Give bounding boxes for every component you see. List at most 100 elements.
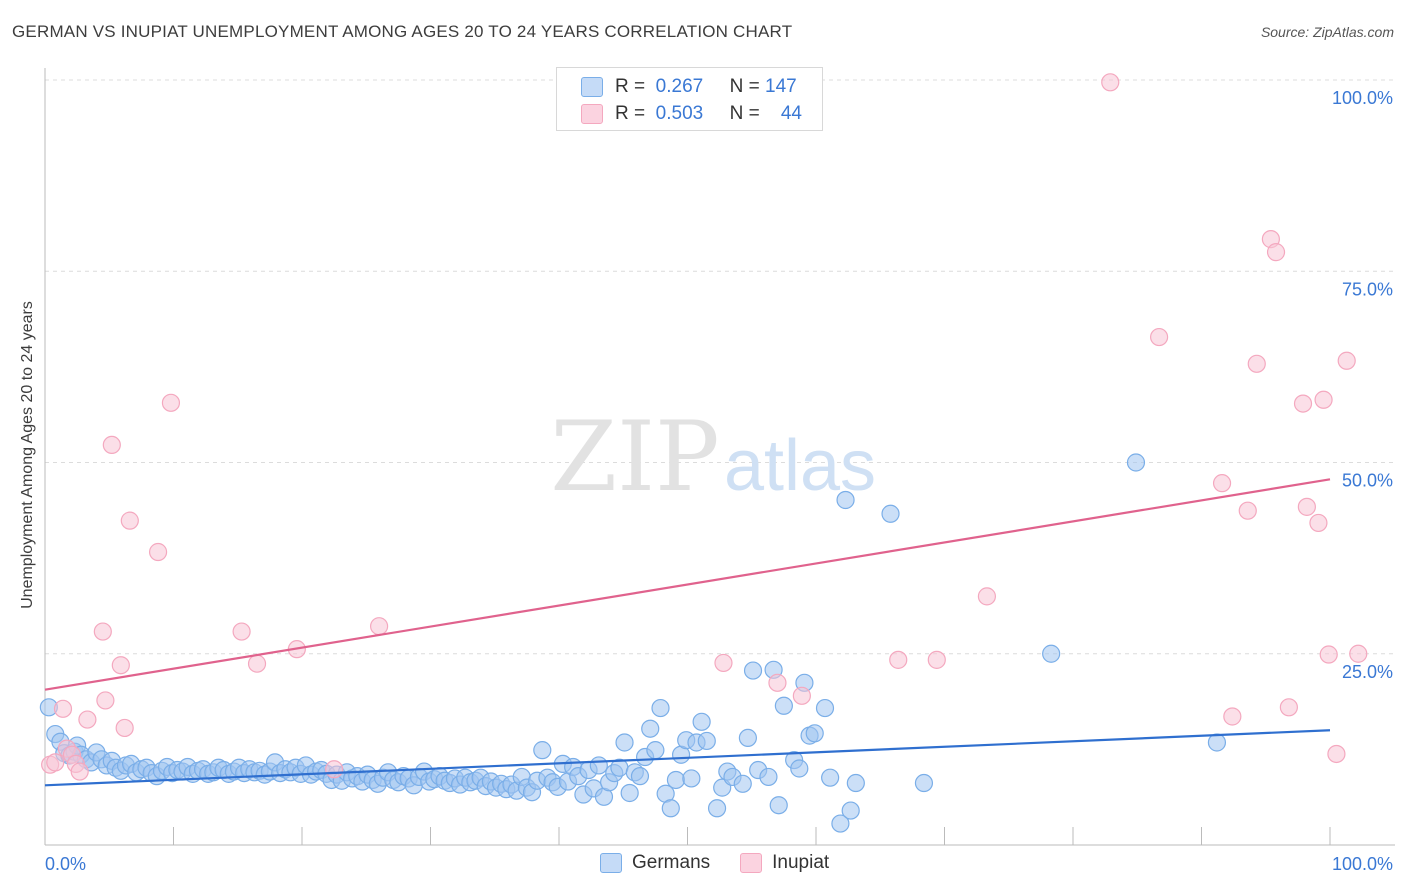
n-label: N = <box>729 103 760 124</box>
legend-row-inupiat: R = 0.503 N = 44 <box>581 103 802 125</box>
inupiat-point <box>53 699 73 718</box>
germans-point <box>774 696 793 715</box>
germans-trend-line <box>44 729 1331 787</box>
germans-point <box>630 767 650 786</box>
germans-point <box>646 741 665 760</box>
inupiat-point <box>1149 327 1169 347</box>
axes <box>44 68 1395 846</box>
legend-item-germans[interactable]: Germans <box>600 852 710 874</box>
inupiat-point <box>927 650 946 669</box>
trend-lines <box>44 478 1331 787</box>
inupiat-point <box>232 622 251 641</box>
germans-point <box>1207 733 1227 752</box>
germans-point <box>615 733 634 752</box>
y-tick-label: 25.0% <box>1342 662 1393 682</box>
tick-labels: 25.0% 50.0% 75.0% 100.0% 0.0% 100.0% <box>45 88 1393 874</box>
x-tick-label: 100.0% <box>1332 854 1393 874</box>
inupiat-point <box>148 542 168 562</box>
y-tick-label: 50.0% <box>1342 471 1393 491</box>
germans-point <box>651 698 670 718</box>
legend-label-germans: Germans <box>632 852 711 873</box>
inupiat-point <box>247 654 267 673</box>
germans-point <box>1126 453 1146 472</box>
y-tick-label: 100.0% <box>1332 88 1393 108</box>
inupiat-point <box>96 691 115 710</box>
inupiat-point <box>78 710 97 729</box>
germans-point <box>733 774 752 793</box>
germans-point <box>836 490 855 510</box>
inupiat-point <box>161 393 181 412</box>
inupiat-point <box>1266 243 1286 262</box>
inupiat-point <box>1309 513 1328 533</box>
germans-swatch <box>600 853 622 873</box>
germans-point <box>881 504 900 523</box>
n-value: 44 <box>780 103 802 124</box>
inupiat-point <box>1293 394 1313 413</box>
germans-point <box>759 767 778 787</box>
inupiat-point <box>977 587 997 606</box>
legend-item-inupiat[interactable]: Inupiat <box>740 852 829 874</box>
germans-point <box>620 783 639 803</box>
germans-point <box>692 712 711 731</box>
inupiat-point <box>115 718 134 738</box>
germans-points <box>39 453 1227 833</box>
inupiat-point <box>792 686 811 705</box>
germans-point <box>805 724 824 743</box>
inupiat-point <box>93 622 112 641</box>
germans-point <box>589 756 608 775</box>
germans-swatch <box>581 77 603 97</box>
y-tick-label: 75.0% <box>1342 279 1393 299</box>
inupiat-point <box>1223 707 1242 726</box>
inupiat-point <box>46 753 65 772</box>
germans-point <box>914 773 934 793</box>
inupiat-point <box>120 511 139 530</box>
germans-point <box>738 728 757 748</box>
grid-lines <box>45 79 1395 655</box>
series-legend: Germans Inupiat <box>600 852 859 874</box>
inupiat-point <box>1349 644 1368 663</box>
inupiat-point <box>1101 73 1120 92</box>
legend-row-germans: R = 0.267 N = 147 <box>581 76 797 98</box>
watermark-zip: ZIP <box>550 401 719 513</box>
germans-point <box>707 799 727 818</box>
inupiat-point <box>325 760 344 779</box>
germans-point <box>831 814 850 833</box>
inupiat-point <box>1337 351 1356 370</box>
r-value: 0.267 <box>655 76 704 97</box>
inupiat-point <box>70 762 89 781</box>
inupiat-point <box>1297 497 1316 516</box>
inupiat-point <box>714 653 733 673</box>
germans-point <box>846 773 865 793</box>
inupiat-swatch <box>581 104 603 124</box>
germans-point <box>815 698 835 718</box>
inupiat-point <box>1238 501 1257 520</box>
legend-label-inupiat: Inupiat <box>772 852 830 873</box>
inupiat-point <box>1279 698 1298 717</box>
germans-point <box>641 719 660 738</box>
watermark: ZIP atlas <box>550 401 876 513</box>
r-value: 0.503 <box>655 103 704 124</box>
inupiat-point <box>1319 645 1338 664</box>
inupiat-point <box>889 650 908 669</box>
source-label: Source: ZipAtlas.com <box>1260 24 1394 40</box>
germans-point <box>1042 644 1061 663</box>
inupiat-point <box>102 435 121 455</box>
inupiat-point <box>111 656 130 675</box>
germans-point <box>841 801 860 820</box>
germans-point <box>790 759 809 778</box>
germans-point <box>743 661 763 680</box>
inupiat-point <box>768 673 787 692</box>
r-label: R = <box>615 76 646 97</box>
n-value: 147 <box>765 76 797 97</box>
inupiat-point <box>1327 744 1346 764</box>
inupiat-point <box>1247 354 1266 373</box>
germans-point <box>697 731 716 751</box>
germans-point <box>533 741 552 760</box>
germans-point <box>769 796 788 815</box>
x-tick-label: 0.0% <box>45 854 86 874</box>
inupiat-trend-line <box>44 478 1331 691</box>
inupiat-point <box>1314 390 1333 409</box>
germans-point <box>682 769 701 788</box>
correlation-legend: R = 0.267 N = 147 R = 0.503 N = 44 <box>556 67 823 131</box>
inupiat-point <box>370 617 389 636</box>
